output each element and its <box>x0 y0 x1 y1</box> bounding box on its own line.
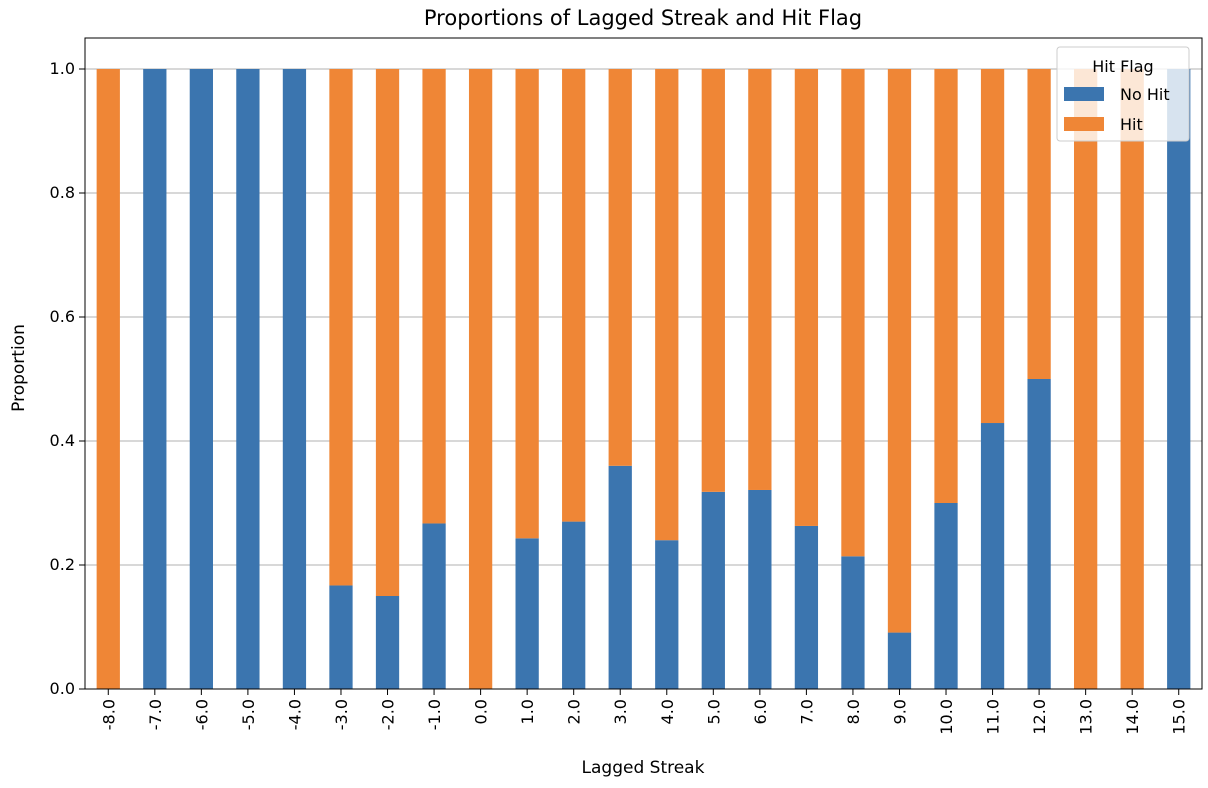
x-tick-label: 2.0 <box>565 699 584 724</box>
bar-hit <box>655 69 679 541</box>
bar-no-hit <box>422 523 446 689</box>
bar-no-hit <box>980 423 1005 689</box>
bar-no-hit <box>701 491 725 689</box>
bar-hit <box>841 69 865 557</box>
legend-title: Hit Flag <box>1092 57 1153 76</box>
plot-frame <box>84 37 1203 690</box>
y-tick-label: 0.4 <box>50 431 75 450</box>
legend: Hit Flag No Hit Hit <box>1056 46 1190 142</box>
bar-no-hit <box>329 585 353 689</box>
x-tick-label: -7.0 <box>146 699 165 730</box>
x-tick-label: 14.0 <box>1123 699 1142 735</box>
bar-hit <box>1120 69 1144 689</box>
bars <box>96 69 1191 689</box>
bar-no-hit <box>934 503 958 689</box>
y-tick-label: 1.0 <box>50 59 75 78</box>
bar-hit <box>794 69 819 526</box>
x-tick-label: 0.0 <box>472 699 491 724</box>
x-tick-label: 5.0 <box>704 699 723 724</box>
bar-hit <box>562 69 586 522</box>
x-tick-label: -2.0 <box>379 699 398 730</box>
legend-swatch <box>1064 117 1104 131</box>
x-tick-label: 12.0 <box>1030 699 1049 735</box>
bar-no-hit <box>841 556 865 689</box>
y-axis-label: Proportion <box>9 324 29 412</box>
bar-no-hit <box>655 540 679 689</box>
y-tick-label: 0.2 <box>50 555 75 574</box>
x-tick-label: -4.0 <box>285 699 304 730</box>
x-tick-label: 7.0 <box>797 699 816 724</box>
bar-no-hit <box>1027 379 1051 689</box>
bar-hit <box>96 69 120 689</box>
bar-no-hit <box>143 69 167 689</box>
bar-no-hit <box>794 525 819 689</box>
bar-hit <box>608 69 632 466</box>
legend-label: No Hit <box>1120 85 1170 104</box>
bar-hit <box>887 69 912 633</box>
x-tick-label: -3.0 <box>332 699 351 730</box>
bar-no-hit <box>748 489 772 689</box>
y-tick-label: 0.6 <box>50 307 75 326</box>
x-tick-label: 10.0 <box>937 699 956 735</box>
x-tick-label: 1.0 <box>518 699 537 724</box>
x-tick-label: -5.0 <box>239 699 258 730</box>
bar-no-hit <box>887 632 912 689</box>
x-tick-label: 11.0 <box>984 699 1003 735</box>
bar-hit <box>375 69 400 596</box>
bar-no-hit <box>282 69 307 689</box>
bar-hit <box>748 69 772 490</box>
chart-title: Proportions of Lagged Streak and Hit Fla… <box>424 6 862 30</box>
x-tick-label: 6.0 <box>751 699 770 724</box>
bar-hit <box>515 69 539 539</box>
x-axis-label: Lagged Streak <box>582 758 705 778</box>
bar-hit <box>422 69 446 524</box>
legend-label: Hit <box>1120 115 1143 134</box>
bar-no-hit <box>375 596 400 689</box>
bar-hit <box>1027 69 1051 379</box>
y-tick-label: 0.0 <box>50 679 75 698</box>
bar-hit <box>329 69 353 586</box>
bar-hit <box>468 69 493 689</box>
x-tick-label: 15.0 <box>1170 699 1189 735</box>
x-tick-label: 8.0 <box>844 699 863 724</box>
bar-no-hit <box>608 465 632 689</box>
x-tick-label: 3.0 <box>611 699 630 724</box>
bar-no-hit <box>515 538 539 689</box>
bar-hit <box>934 69 958 503</box>
bar-hit <box>980 69 1005 424</box>
x-tick-label: 13.0 <box>1077 699 1096 735</box>
bar-no-hit <box>236 69 260 689</box>
y-tick-label: 0.8 <box>50 183 75 202</box>
x-tick-label: -8.0 <box>99 699 118 730</box>
legend-swatch <box>1064 87 1104 101</box>
x-tick-label: 4.0 <box>658 699 677 724</box>
x-tick-label: 9.0 <box>890 699 909 724</box>
x-tick-label: -1.0 <box>425 699 444 730</box>
bar-hit <box>701 69 725 492</box>
bar-no-hit <box>1167 69 1191 689</box>
bar-no-hit <box>189 69 213 689</box>
x-tick-label: -6.0 <box>192 699 211 730</box>
y-axis-ticks: 0.0 0.2 0.4 0.6 0.8 1.0 <box>50 59 85 698</box>
bar-no-hit <box>562 521 586 689</box>
bar-hit <box>1074 69 1098 689</box>
x-axis-ticks: -8.0 -7.0 -6.0 -5.0 -4.0 -3.0 -2.0 -1.0 0.0 1.0 2.… <box>99 689 1189 735</box>
